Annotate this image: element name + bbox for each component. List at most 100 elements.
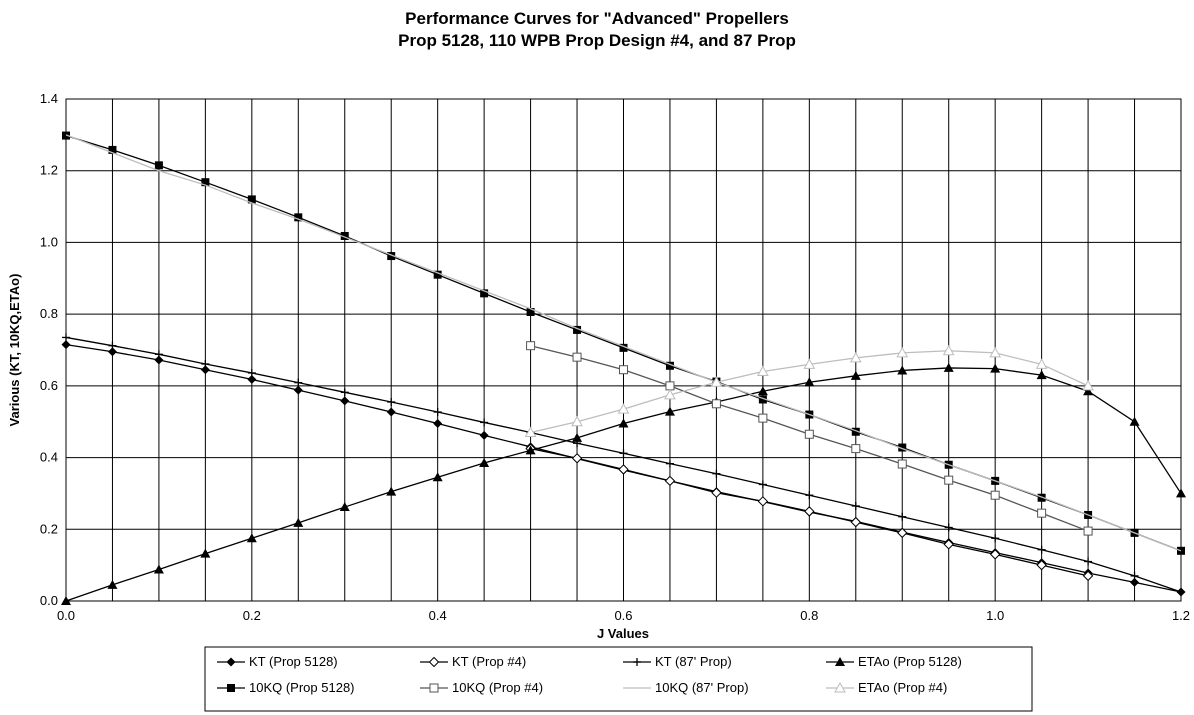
data-point <box>339 502 350 512</box>
data-point <box>944 523 953 532</box>
data-point <box>1082 570 1094 582</box>
data-point <box>432 472 443 482</box>
data-point <box>990 363 1001 373</box>
data-point <box>664 406 675 416</box>
data-point <box>1036 370 1047 380</box>
data-point <box>834 681 846 693</box>
data-point <box>1176 488 1186 498</box>
series-10kq-87-prop <box>65 134 1182 552</box>
legend-item: 10KQ (Prop #4) <box>420 680 543 695</box>
data-point <box>897 459 907 469</box>
legend-label: 10KQ (Prop #4) <box>452 680 543 695</box>
data-point <box>571 453 583 464</box>
data-point <box>664 388 676 400</box>
legend: KT (Prop 5128) KT (Prop #4) KT (87' Prop) E… <box>204 646 1033 712</box>
data-point <box>154 355 164 365</box>
y-tick-label: 0.6 <box>40 378 58 393</box>
data-point <box>803 358 816 369</box>
data-point <box>200 548 211 558</box>
data-point <box>1084 557 1093 566</box>
data-point <box>942 344 955 356</box>
legend-label: ETAo (Prop #4) <box>858 680 947 695</box>
legend-label: KT (Prop 5128) <box>249 654 338 669</box>
data-point <box>990 490 1000 500</box>
data-point <box>849 351 862 363</box>
data-point <box>153 564 164 574</box>
data-point <box>246 533 257 543</box>
series-etao-prop-4 <box>524 344 1094 437</box>
data-point <box>851 427 860 436</box>
data-point <box>386 407 396 417</box>
data-point <box>805 491 814 500</box>
data-point <box>201 178 210 187</box>
data-point <box>428 656 440 668</box>
x-tick-label: 1.2 <box>1172 608 1190 623</box>
data-point <box>1037 545 1046 554</box>
data-point <box>433 408 442 417</box>
legend-box <box>204 646 1033 712</box>
data-point <box>340 231 349 240</box>
series-line <box>65 134 1182 552</box>
data-point <box>991 534 1000 543</box>
data-point <box>573 325 582 334</box>
legend-item: 10KQ (Prop 5128) <box>217 680 355 695</box>
data-point <box>897 527 908 539</box>
data-point <box>386 486 397 496</box>
data-point <box>62 333 70 342</box>
data-point <box>619 365 628 375</box>
data-point <box>943 539 954 550</box>
data-point <box>989 346 1002 358</box>
data-point <box>227 684 235 692</box>
legend-item: KT (Prop #4) <box>420 654 526 669</box>
x-tick-label: 0.0 <box>57 608 75 623</box>
data-point <box>804 377 815 387</box>
data-point <box>340 388 349 397</box>
y-tick-label: 0.8 <box>40 306 58 321</box>
data-point <box>479 457 490 467</box>
data-point <box>108 145 117 154</box>
legend-label: KT (Prop #4) <box>452 654 526 669</box>
data-point <box>618 464 629 475</box>
data-point <box>618 418 629 428</box>
data-point <box>294 378 303 387</box>
data-point <box>804 506 815 517</box>
x-tick-label: 0.6 <box>614 608 632 623</box>
data-point <box>526 341 536 351</box>
legend-label: KT (87' Prop) <box>655 654 732 669</box>
data-point <box>835 657 845 666</box>
data-point <box>62 131 70 140</box>
data-point <box>619 449 628 458</box>
y-tick-label: 0.4 <box>40 450 58 465</box>
plot-area-frame <box>65 98 1182 602</box>
data-point <box>247 368 256 377</box>
data-point <box>293 385 303 395</box>
data-point <box>107 579 118 589</box>
x-tick-label: 0.4 <box>429 608 447 623</box>
data-point <box>1130 571 1139 580</box>
x-axis-title: J Values <box>597 626 649 641</box>
data-point <box>617 403 630 414</box>
data-point <box>619 343 628 352</box>
data-point <box>572 352 582 362</box>
legend-item: ETAo (Prop 5128) <box>826 654 962 669</box>
legend-item: KT (Prop 5128) <box>217 654 338 669</box>
data-point <box>61 596 71 605</box>
data-point <box>340 396 350 406</box>
data-point <box>851 501 860 510</box>
x-tick-labels: 0.0 0.2 0.4 0.6 0.8 1.0 1.2 <box>57 608 1190 623</box>
data-point <box>633 658 641 666</box>
data-point <box>850 516 861 528</box>
data-point <box>1082 379 1094 391</box>
data-point <box>107 347 117 357</box>
y-tick-labels: 0.0 0.2 0.4 0.6 0.8 1.0 1.2 1.4 <box>40 91 58 608</box>
data-point <box>433 270 442 279</box>
data-point <box>1037 493 1046 502</box>
data-point <box>479 430 489 440</box>
data-point <box>524 426 537 437</box>
data-point <box>758 413 768 423</box>
series-kt-prop-4 <box>525 443 1094 582</box>
data-point <box>851 444 861 454</box>
data-point <box>757 365 769 377</box>
y-axis-title: Various (KT, 10KQ,ETAo) <box>7 274 22 427</box>
data-point <box>480 289 489 298</box>
